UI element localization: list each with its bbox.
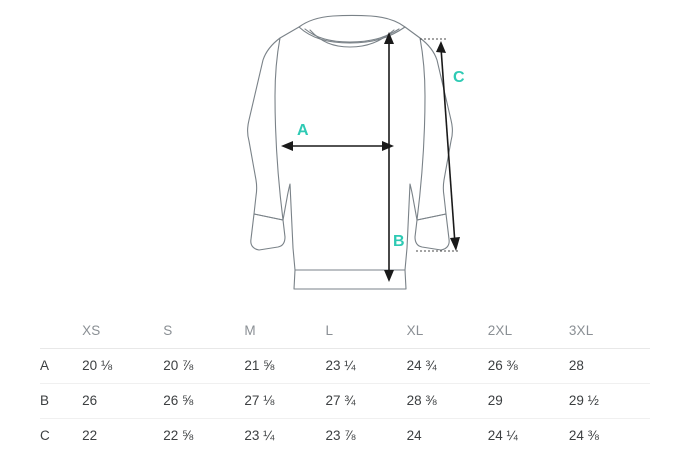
marker-label-c: C [453, 69, 465, 86]
cell-a-l: 23 ¼ [325, 358, 356, 373]
garment-outline [246, 15, 454, 290]
row-key-b: B [40, 393, 50, 408]
cell-c-l: 23 ⅞ [325, 428, 356, 444]
cell-b-3xl: 29 ½ [568, 393, 599, 408]
table-row: B 26 26 ⅝ 27 ⅛ 27 ¾ 28 ⅜ 29 29 ½ [40, 383, 650, 418]
table-row: C 22 22 ⅝ 23 ¼ 23 ⅞ 24 24 ¼ 24 ⅜ [40, 418, 650, 453]
cell-b-m: 27 ⅛ [244, 393, 275, 408]
cell-a-xl: 24 ¾ [406, 358, 437, 373]
row-key-c: C [40, 428, 50, 444]
table-row: A 20 ⅛ 20 ⅞ 21 ⅝ 23 ¼ 24 ¾ 26 ⅜ 28 [40, 348, 650, 383]
header-size-xs: XS [82, 323, 101, 339]
cell-b-s: 26 ⅝ [163, 393, 194, 408]
table-header: XS S M L XL 2XL 3XL [40, 314, 650, 348]
cell-c-m: 23 ¼ [244, 428, 275, 444]
cell-a-2xl: 26 ⅜ [487, 358, 518, 373]
header-size-xl: XL [406, 323, 424, 339]
marker-label-b: B [393, 233, 405, 250]
marker-label-a: A [297, 122, 309, 139]
cell-a-3xl: 28 [568, 358, 584, 373]
table-header-row: XS S M L XL 2XL 3XL [40, 314, 650, 348]
cell-b-l: 27 ¾ [325, 393, 356, 408]
cell-c-s: 22 ⅝ [163, 428, 194, 444]
garment-diagram: A B C [246, 15, 465, 290]
header-size-s: S [163, 323, 173, 339]
cell-c-3xl: 24 ⅜ [568, 428, 599, 444]
cell-b-xs: 26 [82, 393, 98, 408]
header-size-m: M [244, 323, 256, 339]
cell-c-xl: 24 [406, 428, 422, 444]
cell-c-xs: 22 [82, 428, 98, 444]
header-size-3xl: 3XL [568, 323, 594, 339]
header-size-2xl: 2XL [487, 323, 513, 339]
measurement-b-arrow [384, 32, 394, 282]
table-body: A 20 ⅛ 20 ⅞ 21 ⅝ 23 ¼ 24 ¾ 26 ⅜ 28 B 26 … [40, 348, 650, 453]
measurement-a-arrow [281, 141, 394, 151]
sweatshirt-illustration: A B C [246, 15, 465, 290]
measurements-table: XS S M L XL 2XL 3XL A 20 ⅛ 20 ⅞ 21 ⅝ 23 … [40, 314, 650, 453]
cell-b-xl: 28 ⅜ [406, 393, 437, 408]
cell-a-s: 20 ⅞ [163, 358, 194, 373]
row-key-a: A [40, 358, 50, 373]
cell-a-xs: 20 ⅛ [82, 358, 113, 373]
header-size-l: L [325, 323, 334, 339]
measurement-c-arrow [416, 38, 460, 252]
cell-a-m: 21 ⅝ [244, 358, 275, 373]
header-row-label [40, 314, 82, 348]
cell-b-2xl: 29 [487, 393, 503, 408]
cell-c-2xl: 24 ¼ [487, 428, 518, 444]
